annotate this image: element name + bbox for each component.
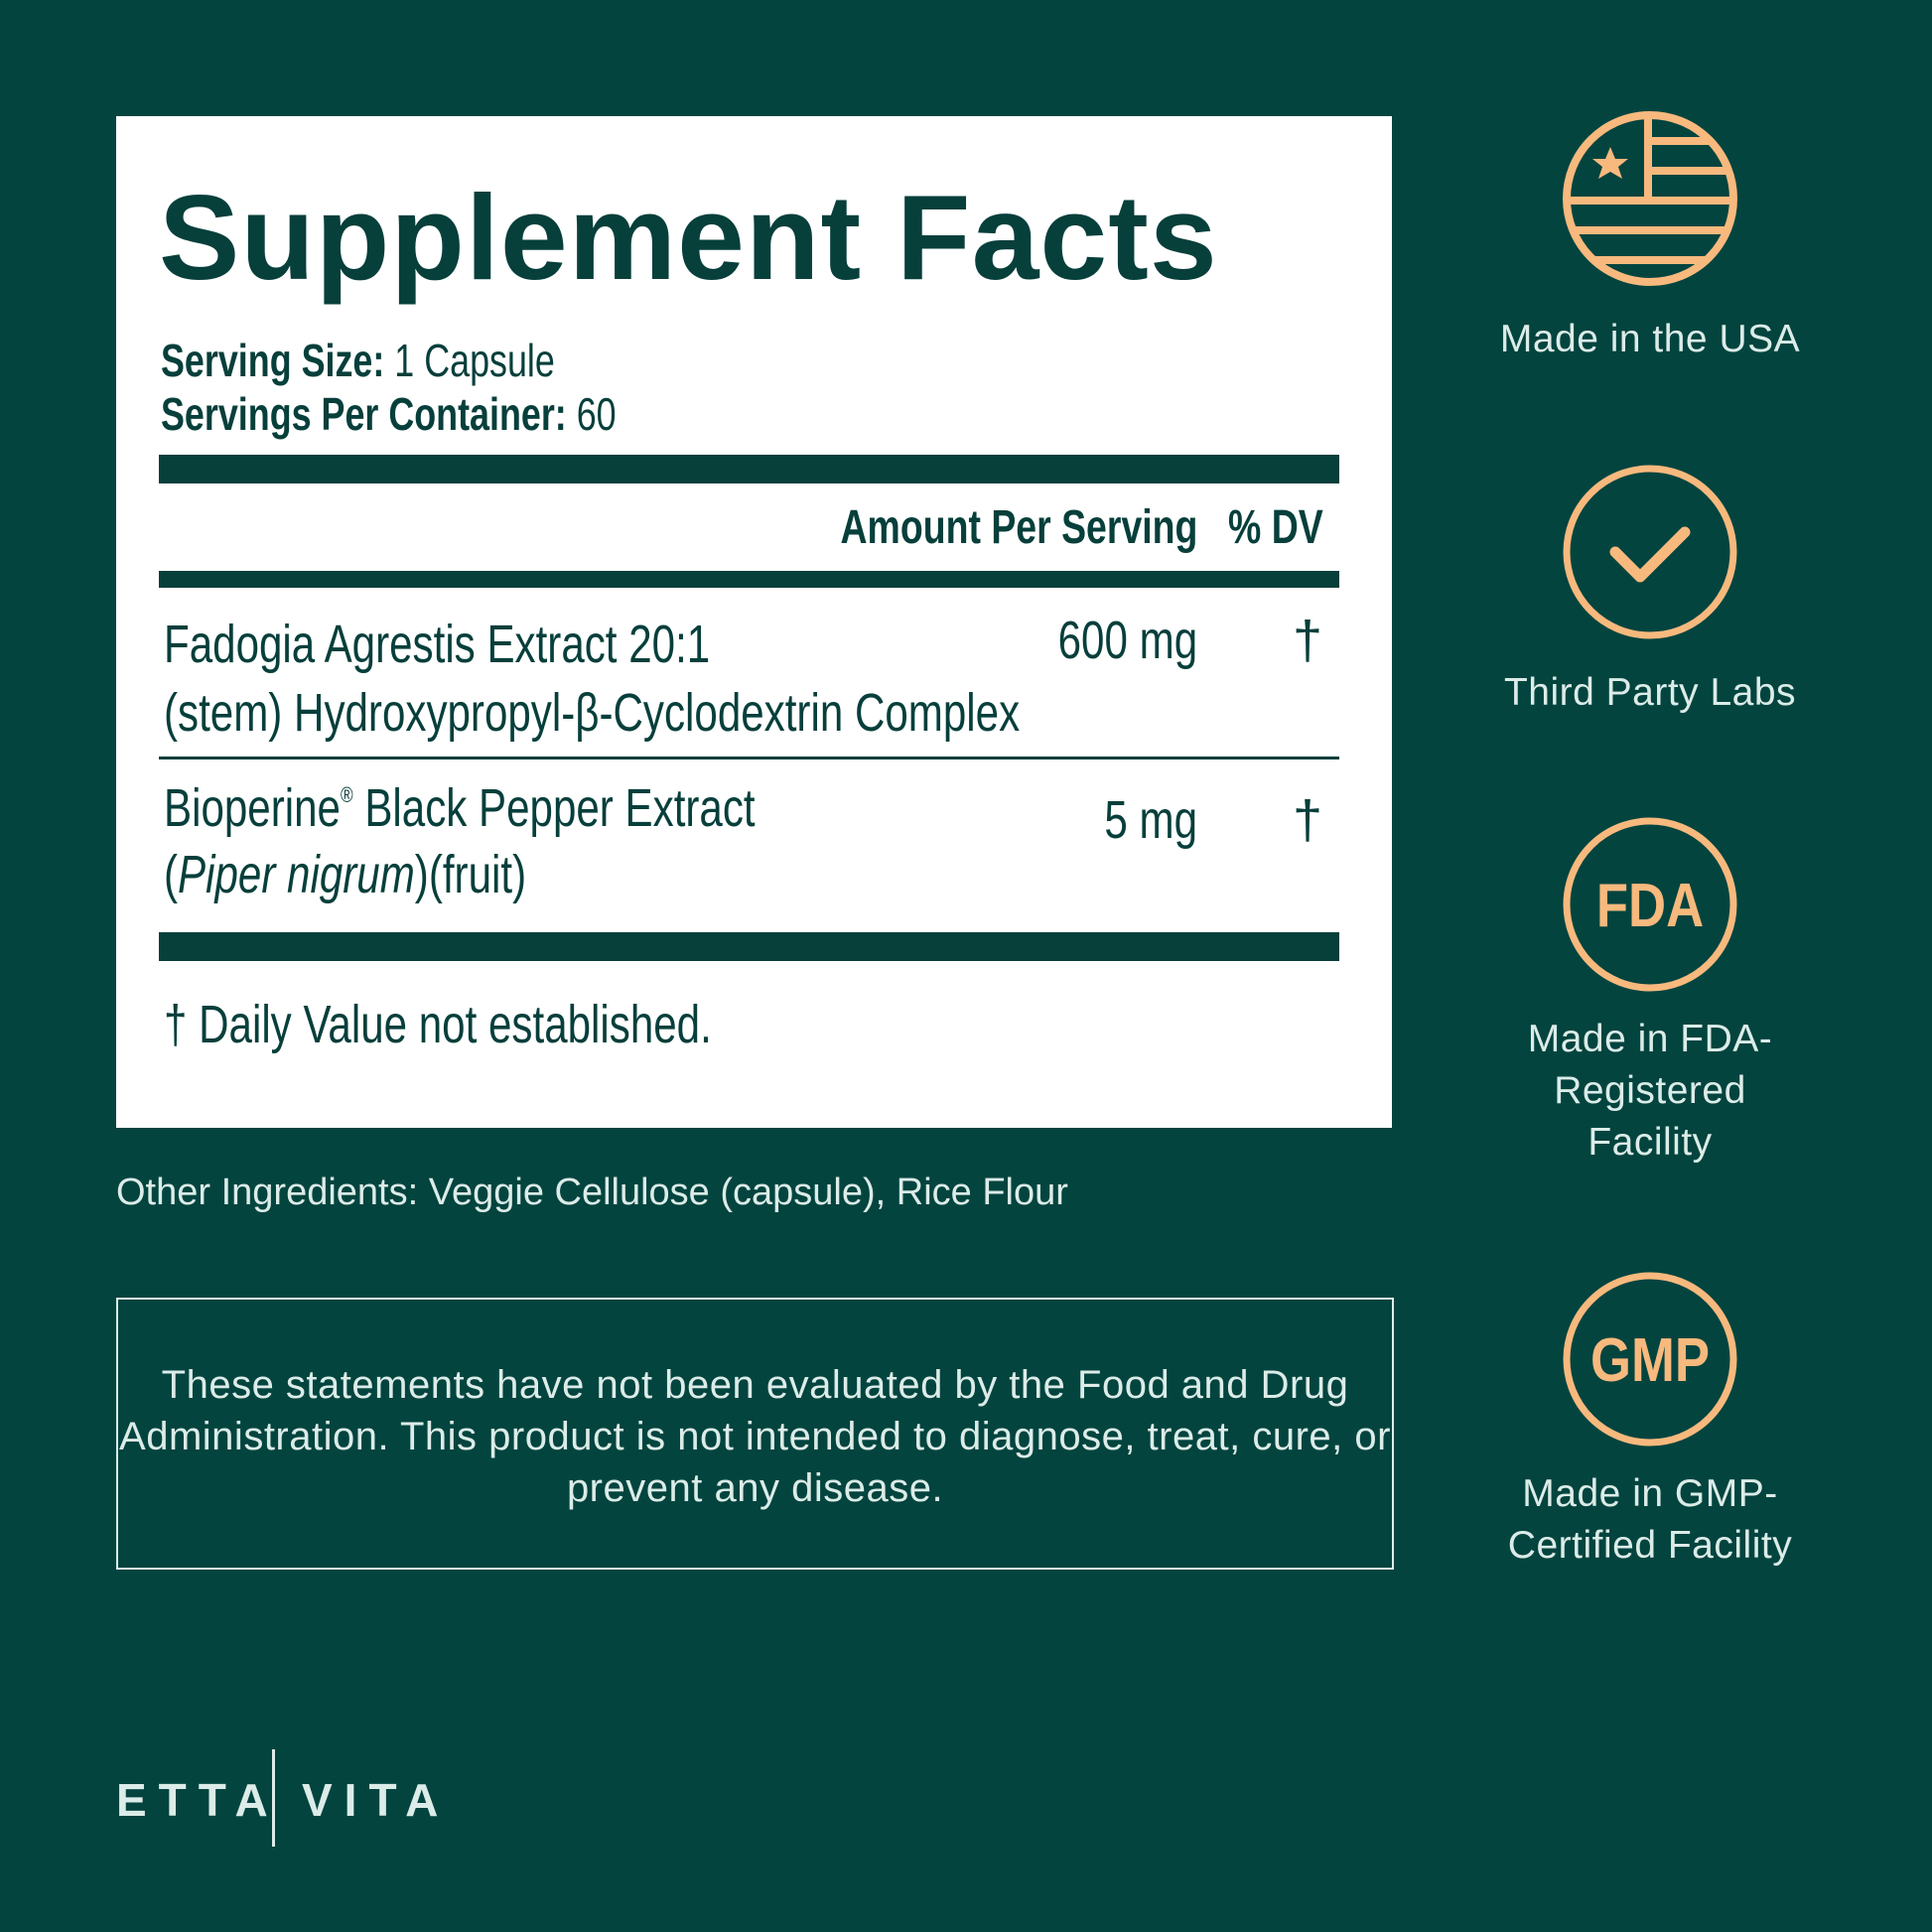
divider	[159, 571, 1339, 588]
badge-gmp: GMP Made in GMP-Certified Facility	[1451, 1270, 1849, 1572]
ingredient-detail: (Piper nigrum)(fruit)	[164, 845, 527, 904]
ingredient-dv: †	[1293, 611, 1323, 670]
serving-size: Serving Size: 1 Capsule	[161, 334, 666, 387]
page-title: Supplement Facts	[159, 170, 1218, 305]
checkmark-icon	[1563, 465, 1737, 639]
usa-flag-icon	[1563, 111, 1737, 286]
servings-value: 60	[576, 388, 617, 440]
fda-icon: FDA	[1563, 817, 1737, 992]
badge-label: Made in GMP-Certified Facility	[1507, 1472, 1793, 1567]
header-amount: Amount Per Serving	[840, 501, 1197, 554]
serving-size-value: 1 Capsule	[394, 335, 555, 386]
gmp-icon: GMP	[1563, 1272, 1737, 1447]
brand-right: VITA	[302, 1774, 451, 1826]
ingredient-amount: 5 mg	[1104, 790, 1197, 850]
ingredient-amount: 600 mg	[1057, 611, 1197, 670]
disclaimer-box: These statements have not been evaluated…	[116, 1298, 1394, 1570]
servings-label: Servings Per Container:	[161, 388, 567, 440]
logo-divider	[272, 1749, 275, 1847]
svg-text:FDA: FDA	[1596, 872, 1704, 940]
thick-divider	[159, 455, 1339, 483]
thick-divider	[159, 932, 1339, 961]
other-ingredients: Other Ingredients: Veggie Cellulose (cap…	[116, 1172, 1068, 1213]
ingredient-dv: †	[1293, 790, 1323, 850]
svg-text:GMP: GMP	[1590, 1326, 1710, 1395]
serving-size-label: Serving Size:	[161, 335, 385, 386]
ingredient-name: Fadogia Agrestis Extract 20:1	[164, 615, 711, 674]
ingredient-name: Bioperine® Black Pepper Extract	[164, 778, 756, 838]
servings-per-container: Servings Per Container: 60	[161, 387, 745, 441]
badge-label: Third Party Labs	[1503, 671, 1797, 714]
ingredient-detail: (stem) Hydroxypropyl-β-Cyclodextrin Comp…	[164, 683, 1021, 743]
badge-label: Made in FDA-Registered Facility	[1527, 1018, 1773, 1164]
row-divider	[159, 757, 1339, 759]
badge-usa: Made in the USA	[1451, 109, 1849, 365]
badge-fda: FDA Made in FDA-Registered Facility	[1451, 815, 1849, 1169]
badge-third-party: Third Party Labs	[1451, 463, 1849, 719]
badge-label: Made in the USA	[1499, 318, 1801, 360]
disclaimer-text: These statements have not been evaluated…	[119, 1363, 1391, 1510]
footnote: † Daily Value not established.	[164, 995, 712, 1054]
header-dv: % DV	[1228, 501, 1323, 554]
brand-left: ETTA	[116, 1774, 280, 1826]
